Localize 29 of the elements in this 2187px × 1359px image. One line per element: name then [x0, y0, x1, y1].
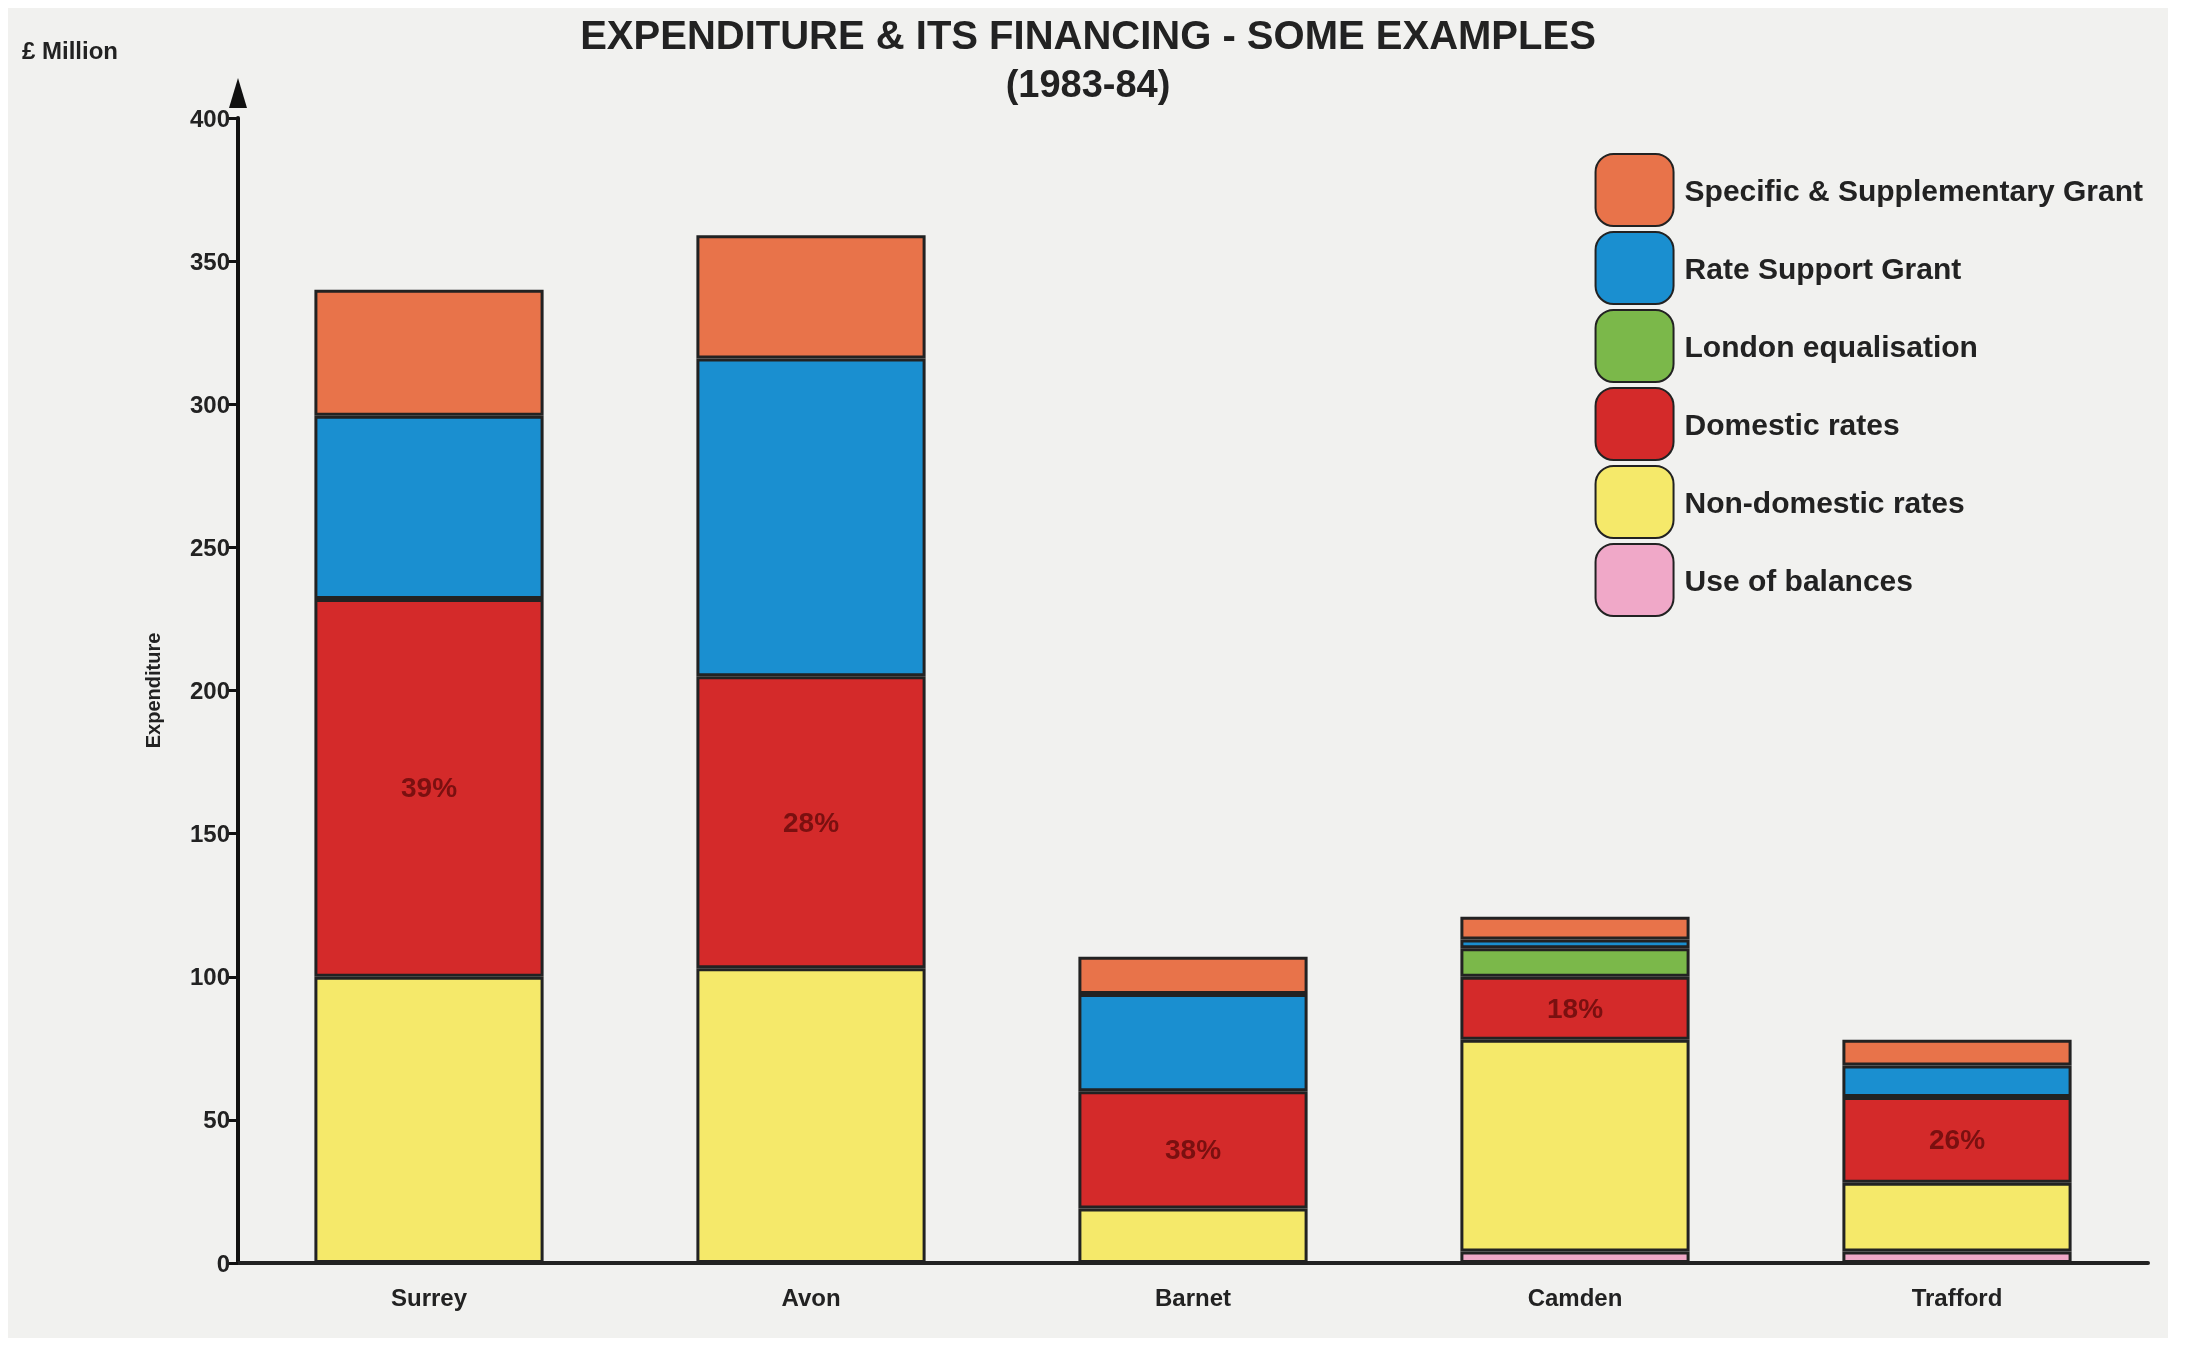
- x-tick-label: Surrey: [390, 1283, 468, 1311]
- annotation: 26%: [1928, 1124, 1986, 1156]
- x-tick-label: Avon: [781, 1283, 841, 1311]
- legend-label: Use of balances: [1684, 563, 1913, 597]
- y-tick-label: 200: [189, 677, 230, 704]
- annotation: 18%: [1546, 992, 1604, 1024]
- y-tick-label: 150: [189, 820, 230, 848]
- y-tick-label: 300: [189, 390, 230, 418]
- text: £ Million: [22, 36, 118, 64]
- y-axis-title: Expenditure: [142, 632, 164, 749]
- legend-label: Domestic rates: [1684, 407, 1900, 441]
- legend-label: London equalisation: [1684, 329, 1978, 363]
- annotation: 39%: [400, 772, 458, 804]
- x-tick-label: Camden: [1527, 1283, 1623, 1311]
- y-tick-label: 250: [189, 533, 230, 561]
- legend-label: Specific & Supplementary Grant: [1684, 173, 2144, 207]
- x-tick-label: Barnet: [1154, 1283, 1232, 1311]
- chart-subtitle: (1983-84): [1005, 63, 1171, 105]
- legend-label: Rate Support Grant: [1684, 251, 1962, 285]
- y-tick-label: 100: [189, 963, 230, 991]
- x-tick-label: Trafford: [1911, 1283, 2003, 1311]
- annotation: 28%: [782, 806, 840, 838]
- y-tick-label: 400: [189, 104, 230, 132]
- y-tick-label: 50: [203, 1106, 230, 1134]
- y-tick-label: 350: [189, 247, 230, 275]
- annotation: 38%: [1164, 1134, 1222, 1166]
- chart-title: EXPENDITURE & ITS FINANCING - SOME EXAMPLES: [580, 13, 1596, 57]
- legend-label: Non-domestic rates: [1684, 485, 1965, 519]
- y-tick-label: 0: [216, 1249, 230, 1277]
